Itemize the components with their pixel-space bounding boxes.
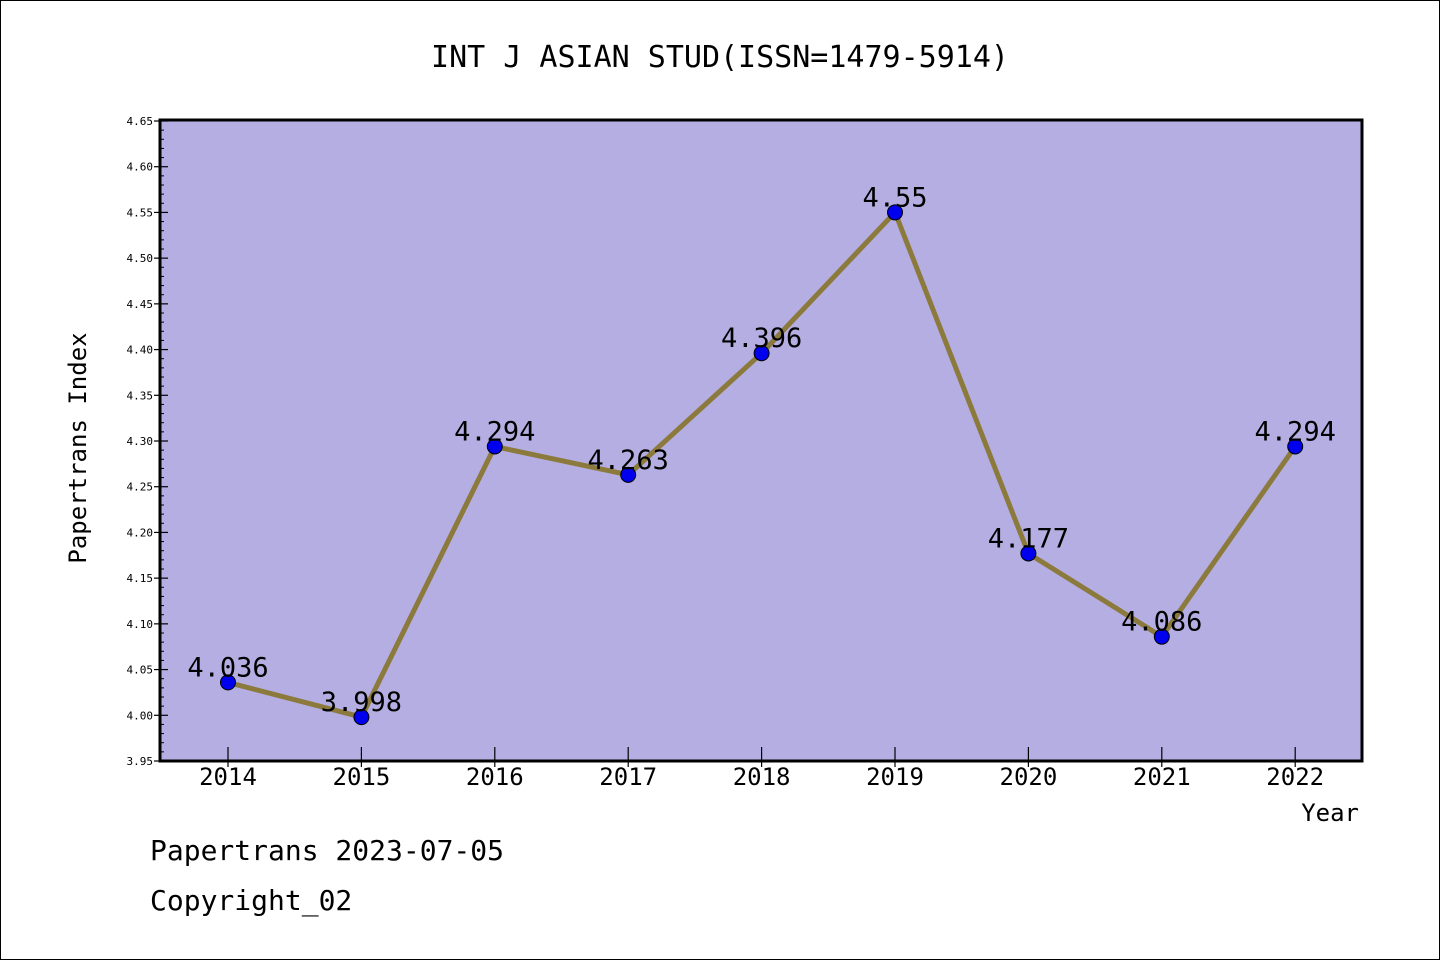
y-tick-label: 4.40 xyxy=(127,344,154,357)
y-tick-label: 4.10 xyxy=(127,618,154,631)
data-label: 4.294 xyxy=(1255,416,1336,447)
y-tick-label: 4.50 xyxy=(127,252,154,265)
plot-area xyxy=(158,118,1364,763)
data-label: 4.036 xyxy=(187,652,268,683)
y-tick-label: 4.30 xyxy=(127,435,154,448)
x-axis: 2014 2015 2016 2017 2018 2019 2020 2021 2022 xyxy=(199,747,1324,791)
footer-date: Papertrans 2023-07-05 xyxy=(150,834,505,867)
series-line xyxy=(220,204,1304,726)
y-axis-label: Papertrans Index xyxy=(64,332,92,563)
x-tick-label: 2014 xyxy=(199,763,257,791)
y-tick-label: 4.55 xyxy=(127,206,154,219)
chart-title: INT J ASIAN STUD(ISSN=1479-5914) xyxy=(431,40,1009,75)
data-point xyxy=(353,709,370,726)
x-tick-label: 2017 xyxy=(599,763,657,791)
data-label: 3.998 xyxy=(321,687,402,718)
data-label: 4.086 xyxy=(1121,607,1202,638)
x-tick-label: 2015 xyxy=(333,763,391,791)
x-tick-label: 2018 xyxy=(733,763,791,791)
data-point xyxy=(887,204,903,221)
data-point xyxy=(1287,438,1304,455)
y-tick-label: 4.00 xyxy=(127,709,154,722)
data-point xyxy=(220,674,236,691)
data-label: 4.396 xyxy=(721,323,802,354)
data-point xyxy=(753,345,770,362)
footer-copyright: Copyright_02 xyxy=(150,884,353,917)
data-label: 4.55 xyxy=(862,182,927,213)
data-point xyxy=(620,466,637,483)
data-point xyxy=(486,438,503,455)
data-labels: 4.036 3.998 4.294 4.263 4.396 4.55 4.177 4.086 4… xyxy=(187,182,1335,718)
x-tick-label: 2021 xyxy=(1133,763,1191,791)
y-tick-label: 4.25 xyxy=(127,481,154,494)
y-axis: 3.95 4.00 4.05 4.10 4.15 4.20 4.25 4.30 4.35 4.40… xyxy=(127,115,168,768)
y-tick-label: 4.05 xyxy=(127,664,154,677)
x-axis-label: Year xyxy=(1301,799,1359,827)
y-tick-label: 4.60 xyxy=(127,161,154,174)
data-label: 4.177 xyxy=(988,523,1069,554)
data-point xyxy=(1020,545,1037,562)
x-tick-label: 2022 xyxy=(1266,763,1324,791)
data-label: 4.294 xyxy=(454,416,535,447)
data-label: 4.263 xyxy=(588,445,669,476)
x-tick-label: 2016 xyxy=(466,763,524,791)
x-tick-label: 2020 xyxy=(1000,763,1058,791)
y-tick-label: 4.15 xyxy=(127,572,154,585)
y-tick-label: 3.95 xyxy=(127,755,154,768)
y-tick-label: 4.65 xyxy=(127,115,154,128)
y-tick-label: 4.35 xyxy=(127,389,154,402)
y-tick-label: 4.45 xyxy=(127,298,154,311)
x-tick-label: 2019 xyxy=(866,763,924,791)
y-tick-label: 4.20 xyxy=(127,526,154,539)
data-point xyxy=(1153,628,1170,645)
